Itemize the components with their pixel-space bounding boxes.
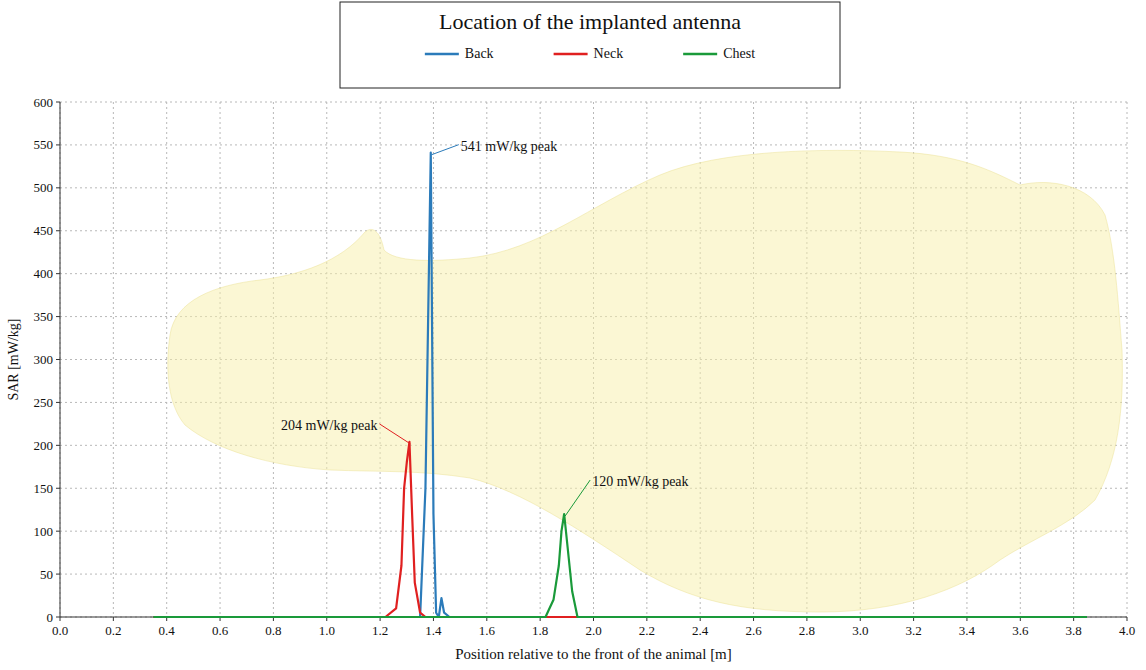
legend-entry: Neck: [554, 46, 624, 61]
x-tick-label: 1.0: [319, 623, 335, 638]
series-line: [153, 442, 1087, 617]
x-tick-label: 3.4: [959, 623, 976, 638]
y-tick-label: 100: [34, 524, 54, 539]
x-tick: [1127, 617, 1128, 621]
x-tick-label: 2.2: [639, 623, 655, 638]
x-tick-label: 1.8: [532, 623, 548, 638]
y-tick-label: 200: [34, 438, 54, 453]
chart: 0.0 0.2 0.4 0.6 0.8 1.0 1.2 1.4 1.6 1.8 2.0 2.2 2.4 2…: [0, 0, 1146, 670]
y-tick: [56, 488, 60, 489]
annotation-leader: [432, 145, 459, 155]
y-axis-title: SAR [mW/kg]: [6, 318, 21, 400]
legend-entry: Back: [425, 46, 494, 61]
y-tick-label: 400: [34, 266, 54, 281]
legend: Location of the implanted antenna Back Nec…: [340, 2, 840, 88]
annotations: 541 mW/kg peak 204 mW/kg peak 120 mW/kg pe…: [281, 139, 689, 516]
y-tick-label: 550: [34, 137, 54, 152]
y-tick: [56, 359, 60, 360]
y-tick-label: 600: [34, 95, 54, 110]
y-tick: [56, 402, 60, 403]
x-tick-label: 2.6: [745, 623, 762, 638]
x-axis-title: Position relative to the front of the an…: [455, 646, 732, 662]
ticks: 0.0 0.2 0.4 0.6 0.8 1.0 1.2 1.4 1.6 1.8 2.0 2.2 2.4 2…: [34, 95, 1136, 639]
x-tick-label: 2.0: [585, 623, 601, 638]
legend-label: Back: [465, 46, 494, 61]
y-tick-label: 0: [47, 610, 54, 625]
legend-swatch: [554, 53, 588, 56]
x-tick-label: 1.6: [479, 623, 496, 638]
y-tick-label: 350: [34, 309, 54, 324]
x-tick-label: 3.0: [852, 623, 868, 638]
y-tick: [56, 445, 60, 446]
annotation-leader: [379, 424, 410, 444]
y-tick: [56, 273, 60, 274]
y-tick: [56, 102, 60, 103]
y-grid-line: [60, 144, 1127, 145]
x-tick-label: 2.8: [799, 623, 815, 638]
y-tick-label: 50: [40, 567, 53, 582]
y-tick: [56, 316, 60, 317]
y-tick: [56, 531, 60, 532]
legend-entry: Chest: [683, 46, 755, 61]
y-tick-label: 500: [34, 180, 54, 195]
legend-title: Location of the implanted antenna: [439, 9, 741, 34]
x-tick: [60, 617, 61, 621]
x-tick-label: 0.2: [105, 623, 121, 638]
x-tick-label: 1.2: [372, 623, 388, 638]
y-tick-label: 450: [34, 223, 54, 238]
series-line: [153, 514, 1087, 617]
legend-label: Chest: [723, 46, 755, 61]
annotation-text: 541 mW/kg peak: [461, 139, 557, 154]
x-tick-label: 0.0: [52, 623, 68, 638]
x-tick-label: 2.4: [692, 623, 709, 638]
legend-swatch: [425, 53, 459, 56]
legend-label: Neck: [594, 46, 624, 61]
y-grid-line: [60, 102, 1127, 103]
series-line: [153, 153, 1087, 617]
x-tick-label: 1.4: [425, 623, 442, 638]
x-grid-line: [113, 102, 114, 617]
annotation-text: 120 mW/kg peak: [592, 474, 688, 489]
series-lines: [153, 153, 1087, 617]
y-tick: [56, 230, 60, 231]
y-tick-label: 150: [34, 481, 54, 496]
x-tick-label: 3.8: [1066, 623, 1082, 638]
animal-silhouette: [168, 150, 1123, 612]
legend-box: [340, 2, 840, 88]
legend-swatch: [683, 53, 717, 56]
y-tick: [56, 187, 60, 188]
annotation-leader: [565, 480, 590, 516]
grid: [60, 102, 1127, 617]
x-tick-label: 0.8: [265, 623, 281, 638]
x-tick-label: 0.6: [212, 623, 229, 638]
x-tick-label: 0.4: [159, 623, 176, 638]
x-tick: [113, 617, 114, 621]
y-tick: [56, 144, 60, 145]
y-tick: [56, 574, 60, 575]
y-tick: [56, 617, 60, 618]
x-tick-label: 4.0: [1119, 623, 1135, 638]
annotation-text: 204 mW/kg peak: [281, 418, 377, 433]
x-tick-label: 3.6: [1012, 623, 1029, 638]
y-tick-label: 250: [34, 395, 54, 410]
x-tick-label: 3.2: [905, 623, 921, 638]
y-tick-label: 300: [34, 352, 54, 367]
